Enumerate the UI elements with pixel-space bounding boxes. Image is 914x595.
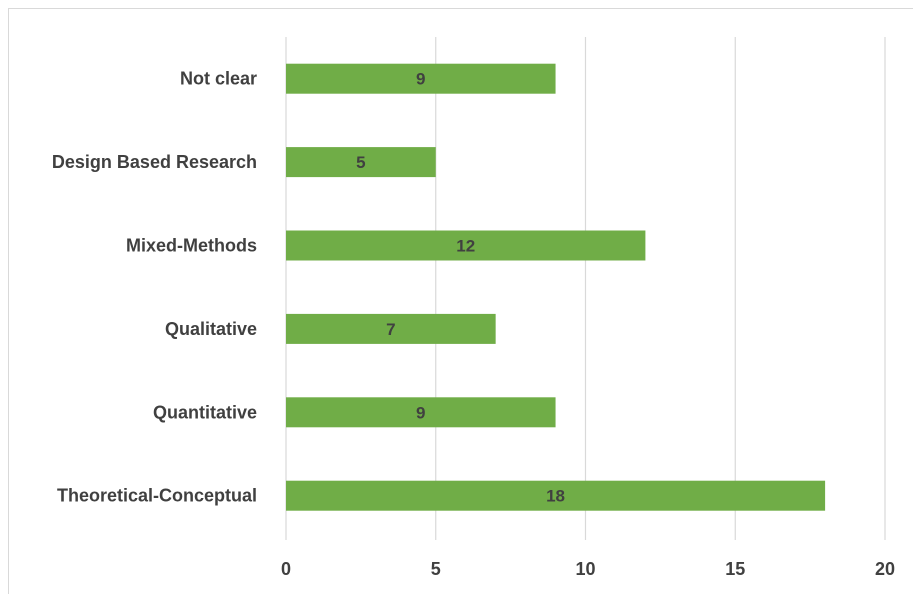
data-label: 9 (416, 70, 425, 89)
category-label: Theoretical-Conceptual (57, 486, 257, 506)
bar (286, 480, 826, 511)
chart-frame (8, 8, 913, 594)
gridlines (285, 37, 886, 540)
x-tick-label: 15 (725, 559, 745, 579)
x-tick-label: 0 (281, 559, 291, 579)
bars (286, 63, 826, 511)
data-label: 9 (416, 403, 425, 422)
x-tick-label: 10 (575, 559, 595, 579)
bar (286, 147, 436, 178)
category-label: Not clear (180, 69, 257, 89)
data-label: 18 (546, 487, 565, 506)
bar (286, 313, 496, 344)
bar (286, 63, 556, 94)
data-label: 12 (456, 237, 475, 256)
data-labels: 9 5 12 7 9 18 (356, 70, 565, 506)
category-label: Quantitative (153, 402, 257, 422)
category-label: Design Based Research (52, 152, 257, 172)
data-label: 5 (356, 153, 365, 172)
bar (286, 397, 556, 428)
category-labels: Not clear Design Based Research Mixed-Meth… (52, 69, 257, 506)
data-label: 7 (386, 320, 395, 339)
category-label: Qualitative (165, 319, 257, 339)
category-label: Mixed-Methods (126, 236, 257, 256)
bar (286, 230, 646, 261)
x-axis-tick-labels: 0 5 10 15 20 (281, 559, 895, 579)
x-tick-label: 5 (431, 559, 441, 579)
x-tick-label: 20 (875, 559, 895, 579)
